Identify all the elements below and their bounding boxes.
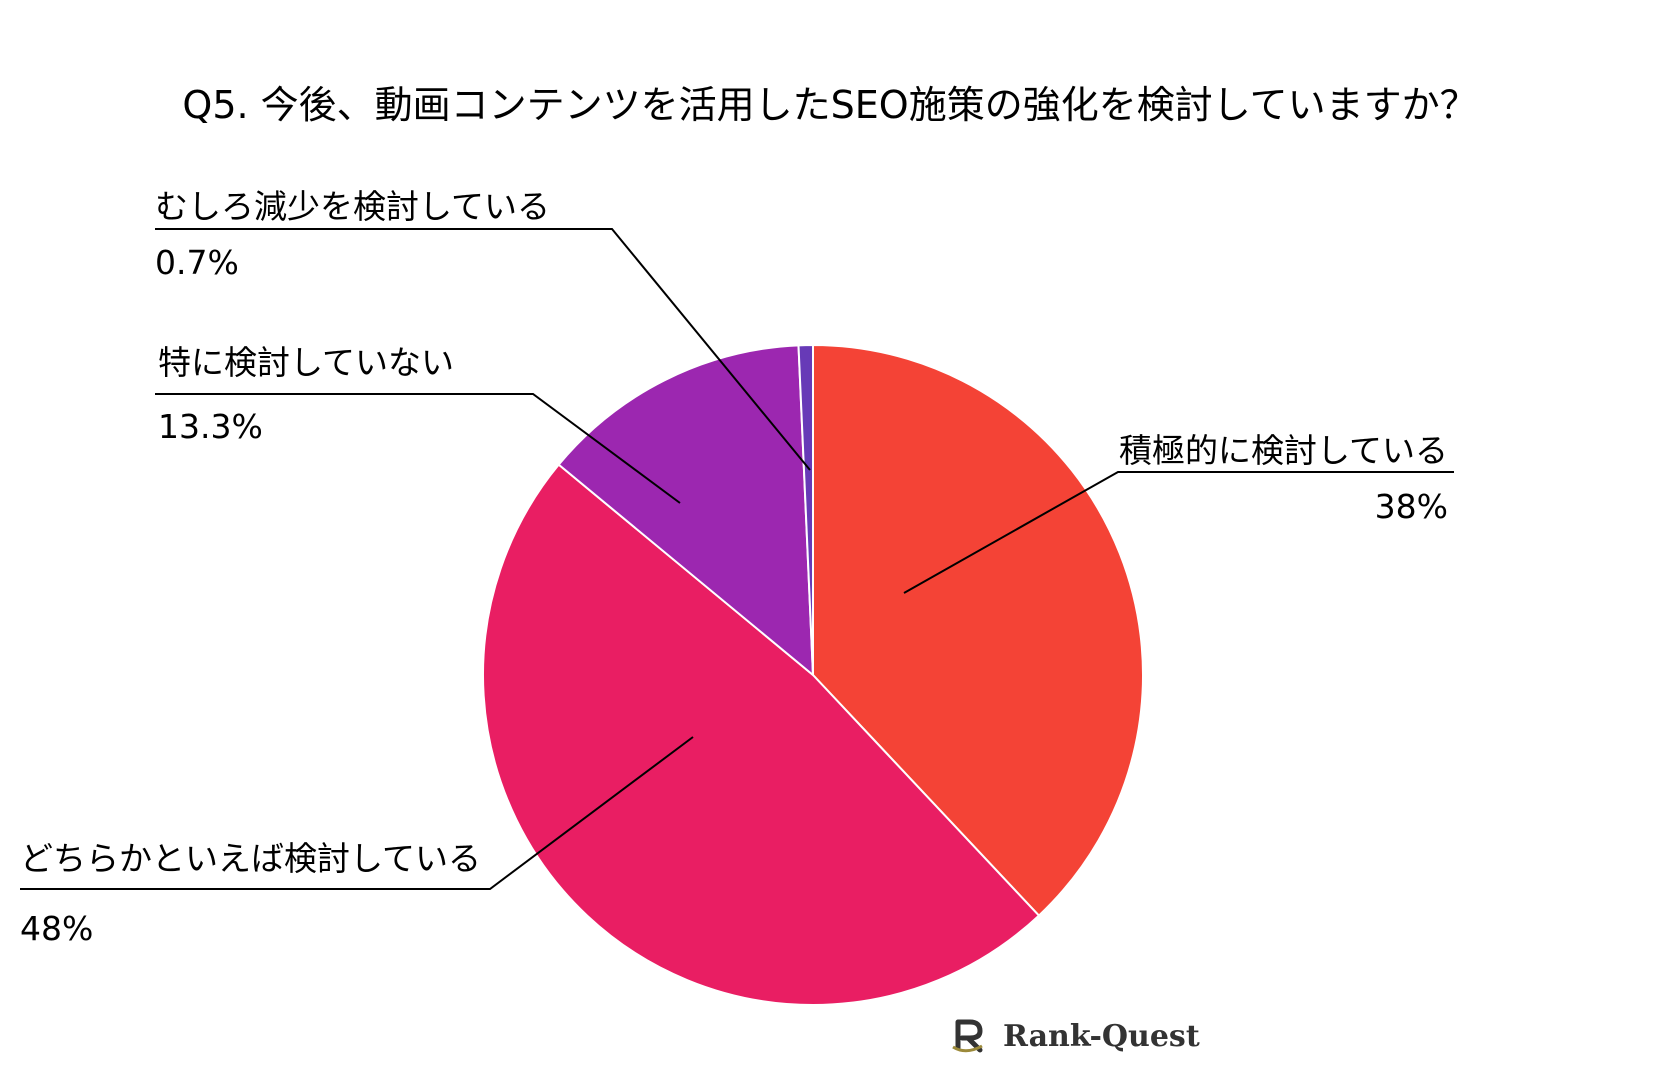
pie-slice-0 — [812, 343, 1144, 917]
slice-value-0: 38% — [1375, 487, 1448, 526]
slice-label-3: むしろ減少を検討している — [155, 187, 550, 226]
pie-slice-1 — [482, 463, 1041, 1006]
slice-value-3: 0.7% — [155, 243, 239, 282]
pie-slice-2 — [557, 344, 815, 678]
pie-slices — [482, 343, 1144, 1006]
slice-value-1: 48% — [20, 909, 93, 948]
leader-line-1 — [20, 736, 694, 890]
leader-line-2 — [155, 393, 681, 504]
slice-label-0: 積極的に検討している — [1119, 431, 1448, 470]
slice-label-1: どちらかといえば検討している — [20, 839, 481, 878]
slice-label-2: 特に検討していない — [158, 343, 454, 382]
leader-line-3 — [155, 228, 811, 471]
chart-title: Q5. 今後、動画コンテンツを活用したSEO施策の強化を検討していますか？ — [182, 83, 1477, 127]
leader-line-0 — [903, 471, 1454, 594]
rank-quest-logo: Rank-Quest — [952, 1019, 1200, 1054]
pie-slice-3 — [797, 343, 814, 676]
rank-quest-logo-icon — [952, 1019, 983, 1053]
slice-value-2: 13.3% — [158, 407, 263, 446]
logo-text: Rank-Quest — [1003, 1019, 1200, 1054]
